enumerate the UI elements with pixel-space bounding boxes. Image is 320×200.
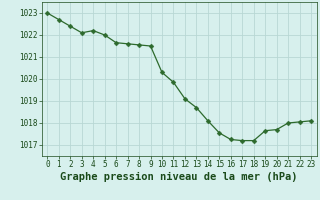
X-axis label: Graphe pression niveau de la mer (hPa): Graphe pression niveau de la mer (hPa) [60,172,298,182]
